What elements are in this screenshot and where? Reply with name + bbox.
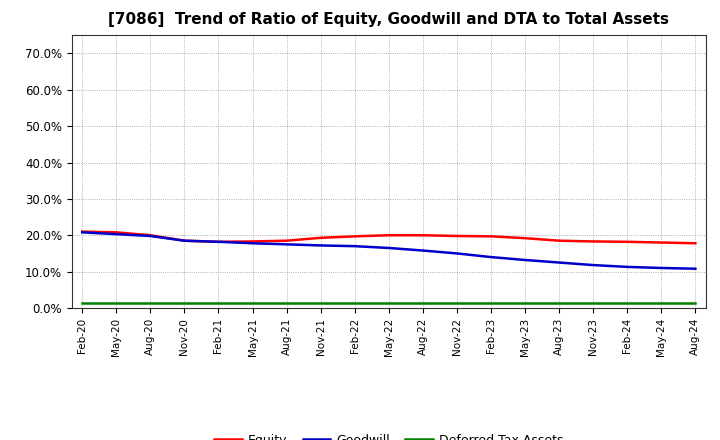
Deferred Tax Assets <box>248 301 257 306</box>
Equity <box>623 239 631 245</box>
Equity <box>589 239 598 244</box>
Equity <box>316 235 325 240</box>
Equity <box>78 229 86 234</box>
Goodwill <box>78 230 86 235</box>
Goodwill <box>589 262 598 268</box>
Equity <box>453 233 462 238</box>
Goodwill <box>691 266 700 271</box>
Deferred Tax Assets <box>146 301 155 306</box>
Equity <box>487 234 495 239</box>
Deferred Tax Assets <box>623 301 631 306</box>
Deferred Tax Assets <box>316 301 325 306</box>
Deferred Tax Assets <box>351 301 359 306</box>
Goodwill <box>657 265 665 271</box>
Equity <box>384 233 393 238</box>
Deferred Tax Assets <box>657 301 665 306</box>
Goodwill <box>146 233 155 238</box>
Goodwill <box>112 231 121 237</box>
Deferred Tax Assets <box>214 301 222 306</box>
Goodwill <box>555 260 564 265</box>
Equity <box>214 239 222 245</box>
Goodwill <box>384 246 393 251</box>
Equity <box>282 238 291 243</box>
Equity <box>418 233 427 238</box>
Deferred Tax Assets <box>78 301 86 306</box>
Equity <box>146 233 155 238</box>
Goodwill <box>316 243 325 248</box>
Equity <box>521 235 529 241</box>
Goodwill <box>214 239 222 245</box>
Deferred Tax Assets <box>418 301 427 306</box>
Deferred Tax Assets <box>453 301 462 306</box>
Goodwill <box>180 238 189 243</box>
Goodwill <box>418 248 427 253</box>
Deferred Tax Assets <box>589 301 598 306</box>
Equity <box>657 240 665 245</box>
Deferred Tax Assets <box>691 301 700 306</box>
Legend: Equity, Goodwill, Deferred Tax Assets: Equity, Goodwill, Deferred Tax Assets <box>210 429 568 440</box>
Equity <box>351 234 359 239</box>
Deferred Tax Assets <box>384 301 393 306</box>
Equity <box>112 230 121 235</box>
Equity <box>555 238 564 243</box>
Goodwill <box>623 264 631 270</box>
Line: Goodwill: Goodwill <box>82 232 696 269</box>
Equity <box>248 239 257 244</box>
Deferred Tax Assets <box>555 301 564 306</box>
Deferred Tax Assets <box>282 301 291 306</box>
Deferred Tax Assets <box>180 301 189 306</box>
Line: Equity: Equity <box>82 231 696 243</box>
Goodwill <box>521 257 529 263</box>
Deferred Tax Assets <box>112 301 121 306</box>
Equity <box>180 238 189 243</box>
Goodwill <box>351 243 359 249</box>
Goodwill <box>453 251 462 256</box>
Goodwill <box>248 241 257 246</box>
Deferred Tax Assets <box>487 301 495 306</box>
Goodwill <box>282 242 291 247</box>
Goodwill <box>487 254 495 260</box>
Deferred Tax Assets <box>521 301 529 306</box>
Equity <box>691 241 700 246</box>
Title: [7086]  Trend of Ratio of Equity, Goodwill and DTA to Total Assets: [7086] Trend of Ratio of Equity, Goodwil… <box>108 12 670 27</box>
